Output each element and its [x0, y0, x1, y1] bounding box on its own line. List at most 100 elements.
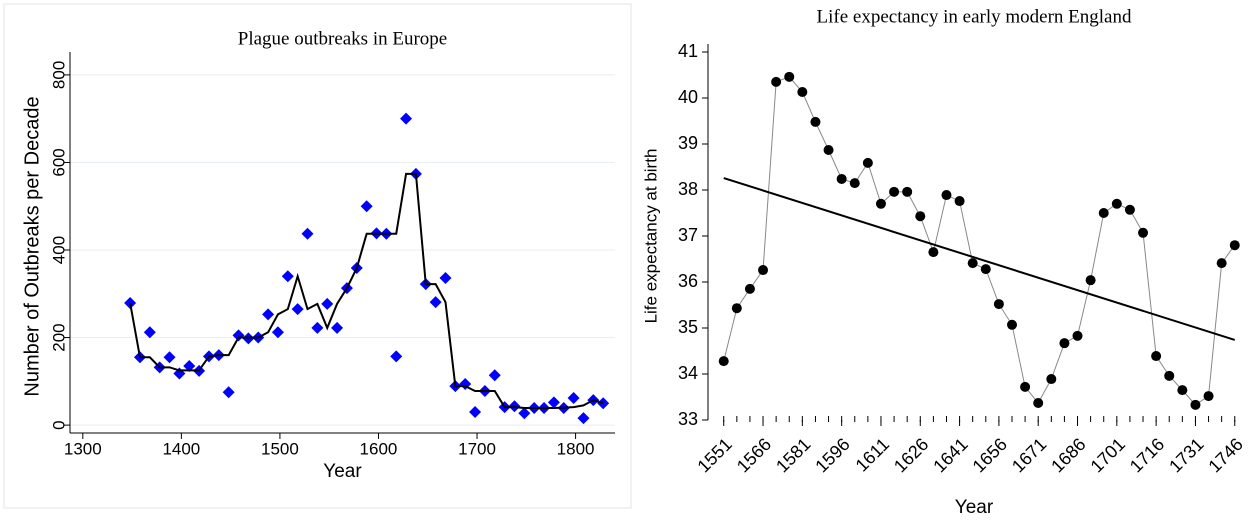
diamond-point	[183, 360, 196, 373]
x-tick-label: 1400	[162, 439, 200, 458]
diamond-point	[400, 112, 413, 125]
point	[875, 198, 886, 209]
x-tick-label: 1656	[969, 434, 1011, 476]
point	[823, 144, 834, 155]
x-tick-label: 1596	[811, 434, 853, 476]
diamond-point	[311, 321, 324, 334]
y-tick-label: 0	[49, 420, 68, 429]
diamond-point	[222, 386, 235, 399]
point	[954, 196, 965, 207]
point	[797, 87, 808, 98]
x-tick-label: 1746	[1204, 434, 1246, 476]
x-tick-label: 1701	[1087, 434, 1129, 476]
y-tick-label: 34	[678, 363, 698, 383]
diamond-point	[567, 391, 580, 404]
diamond-point	[429, 296, 442, 309]
x-tick-label: 1686	[1047, 434, 1089, 476]
y-tick-label: 37	[678, 225, 698, 245]
x-tick-label: 1700	[458, 439, 496, 458]
point	[810, 116, 821, 127]
diamond-point	[271, 326, 284, 339]
point	[941, 190, 952, 201]
diamond-point	[439, 272, 452, 285]
point	[758, 265, 769, 276]
y-axis-title: Life expectancy at birth	[641, 149, 660, 324]
point	[1111, 198, 1122, 209]
point	[744, 283, 755, 294]
point	[836, 173, 847, 184]
point	[1059, 338, 1070, 349]
chart-title: Plague outbreaks in Europe	[238, 28, 447, 49]
point	[849, 178, 860, 189]
point	[1033, 397, 1044, 408]
x-tick-label: 1551	[693, 434, 735, 476]
point	[1164, 370, 1175, 381]
diamond-point	[331, 321, 344, 334]
y-tick-label: 600	[49, 148, 68, 176]
point	[862, 157, 873, 168]
y-tick-label: 200	[49, 323, 68, 351]
point	[1085, 275, 1096, 286]
panel-frame	[3, 3, 632, 509]
x-tick-label: 1716	[1126, 434, 1168, 476]
diamond-point	[577, 412, 590, 425]
point	[1203, 391, 1214, 402]
point	[1007, 319, 1017, 330]
x-tick-label: 1671	[1008, 434, 1050, 476]
connector-line	[723, 76, 1236, 406]
diamond-point	[547, 396, 560, 409]
diamond-point	[360, 200, 373, 213]
y-tick-label: 38	[678, 179, 698, 199]
point	[718, 356, 729, 367]
y-tick-label: 400	[49, 236, 68, 264]
y-tick-label: 33	[678, 409, 698, 429]
x-tick-label: 1800	[557, 439, 595, 458]
point	[771, 76, 782, 87]
x-axis-title: Year	[323, 461, 362, 482]
diamond-point	[163, 351, 176, 364]
x-axis-title: Year	[955, 497, 994, 518]
x-tick-label: 1641	[929, 434, 971, 476]
diamond-point	[469, 405, 482, 418]
point	[1229, 240, 1240, 251]
diamond-point	[291, 303, 304, 316]
point	[1138, 227, 1149, 238]
point	[731, 303, 742, 314]
y-tick-label: 40	[678, 87, 698, 107]
x-tick-label: 1566	[733, 434, 775, 476]
diamond-point	[518, 407, 531, 420]
diamond-point	[390, 350, 403, 363]
point	[1151, 351, 1162, 362]
y-tick-label: 800	[49, 61, 68, 89]
chart-title: Life expectancy in early modern England	[817, 6, 1132, 27]
x-tick-label: 1500	[261, 439, 299, 458]
point	[980, 264, 991, 275]
diamond-point	[321, 297, 334, 310]
y-tick-label: 36	[678, 271, 698, 291]
y-tick-label: 41	[678, 41, 698, 61]
point	[1190, 399, 1201, 410]
line	[129, 172, 604, 410]
point	[928, 247, 939, 258]
point	[915, 211, 926, 222]
point	[902, 186, 913, 197]
point	[967, 258, 978, 269]
point	[1046, 374, 1057, 385]
diamond-point	[262, 308, 275, 321]
diamond-point	[301, 227, 314, 240]
point	[784, 71, 795, 82]
point	[1072, 330, 1083, 341]
point	[1098, 208, 1109, 218]
x-tick-label: 1731	[1165, 434, 1207, 476]
point	[1020, 381, 1031, 392]
y-tick-label: 35	[678, 317, 698, 337]
x-tick-label: 1600	[360, 439, 398, 458]
line	[723, 177, 1236, 341]
x-tick-label: 1626	[890, 434, 932, 476]
point	[1216, 258, 1227, 269]
diamond-point	[143, 326, 156, 339]
point	[1177, 385, 1188, 396]
x-tick-label: 1581	[772, 434, 814, 476]
